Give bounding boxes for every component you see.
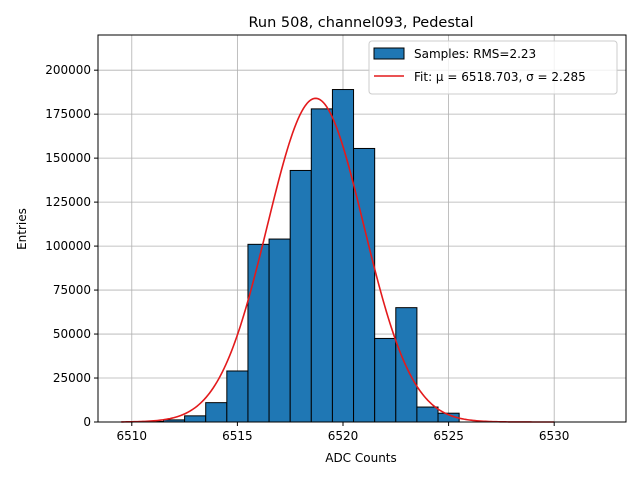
y-axis-label: Entries (15, 208, 29, 250)
histogram-bar (374, 337, 397, 423)
fit-curve (121, 97, 555, 423)
x-tick-label: 6530 (539, 429, 570, 443)
y-tick-label: 125000 (45, 195, 91, 209)
legend-box (368, 40, 618, 95)
histogram-bar (289, 169, 312, 423)
y-tick-label: 175000 (45, 107, 91, 121)
x-tick-label: 6510 (117, 429, 148, 443)
legend-fit-label: Fit: μ = 6518.703, σ = 2.285 (414, 70, 586, 84)
histogram-bar (247, 243, 270, 423)
y-tick-label: 75000 (53, 283, 91, 297)
x-tick-label: 6515 (222, 429, 253, 443)
legend-histogram-swatch (373, 47, 405, 60)
histogram-bar (226, 370, 249, 423)
histogram-bar (395, 307, 418, 423)
y-tick-label: 100000 (45, 239, 91, 253)
y-tick-label: 50000 (53, 327, 91, 341)
histogram-bar (353, 147, 376, 423)
x-tick-label: 6520 (328, 429, 359, 443)
histogram-bar (205, 402, 228, 423)
x-axis-label: ADC Counts (325, 451, 397, 465)
y-tick-label: 200000 (45, 63, 91, 77)
histogram-bar (331, 89, 355, 423)
fit-curve-layer (121, 97, 555, 423)
y-tick-label: 0 (83, 415, 91, 429)
y-axis-ticks: 0 25000 50000 75000 100000 125000 150000 175000… (45, 63, 98, 429)
histogram-bars (141, 89, 460, 423)
y-tick-label: 25000 (53, 371, 91, 385)
chart-title: Run 508, channel093, Pedestal (248, 15, 473, 31)
histogram-bar (416, 406, 439, 423)
histogram-bar (268, 238, 291, 423)
histogram-bar (184, 415, 207, 423)
x-axis-ticks: 6510 6515 6520 6525 6530 (117, 422, 570, 443)
axes-frame (97, 34, 627, 423)
legend: Samples: RMS=2.23 Fit: μ = 6518.703, σ =… (368, 40, 618, 95)
histogram-bar (310, 108, 333, 423)
y-tick-label: 150000 (45, 151, 91, 165)
x-tick-label: 6525 (433, 429, 464, 443)
legend-histogram-label: Samples: RMS=2.23 (414, 47, 536, 61)
